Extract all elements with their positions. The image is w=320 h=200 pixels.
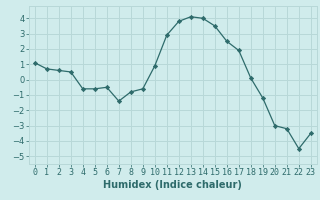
X-axis label: Humidex (Indice chaleur): Humidex (Indice chaleur) [103, 180, 242, 190]
